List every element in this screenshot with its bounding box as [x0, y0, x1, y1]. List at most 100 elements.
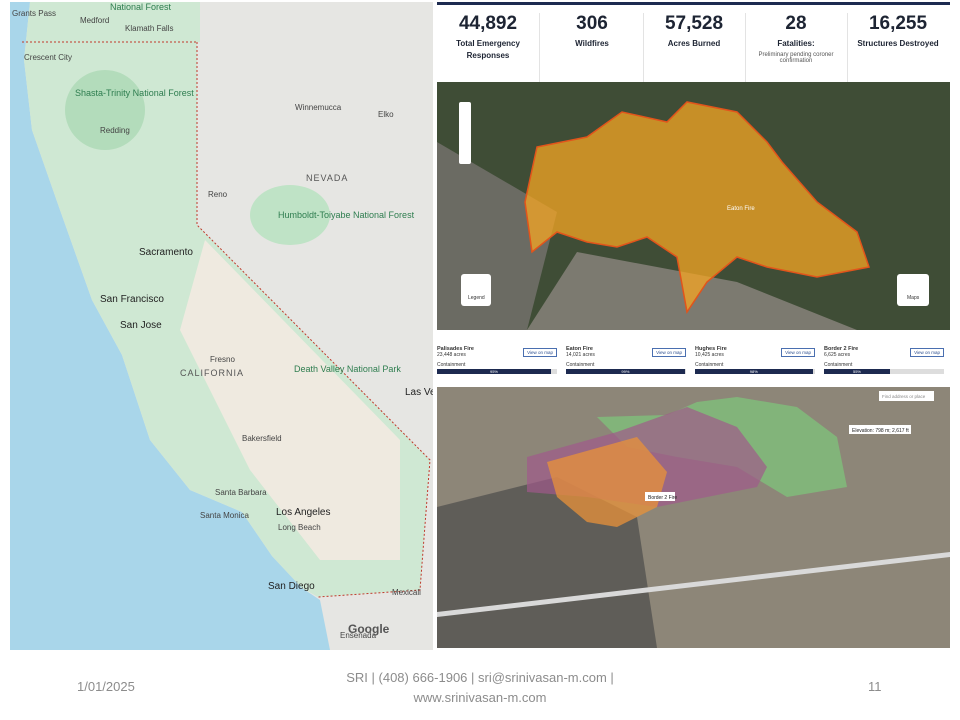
maps-button[interactable] [897, 274, 929, 306]
fire-perimeter [524, 101, 870, 314]
map-label: National Forest [110, 2, 172, 12]
map-label: Winnemucca [295, 103, 342, 112]
satellite-map: Eaton Fire Legend Maps [437, 82, 950, 330]
map-label: Grants Pass [12, 9, 56, 18]
containment-bar: 95% [437, 369, 551, 374]
terrain-map: Border 2 Fire Elevation: 798 m; 2,617 ft… [437, 387, 950, 648]
footer-page: 11 [868, 679, 882, 694]
fire-card: Palisades Fire 23,448 acres View on map Con… [437, 346, 557, 378]
map-label: Medford [80, 16, 109, 25]
fire-acres: 14,021 acres [566, 352, 595, 358]
containment-label: Containment [437, 362, 466, 368]
map-label: Sacramento [139, 247, 193, 258]
fire-card: Border 2 Fire 6,625 acres View on map Conta… [824, 346, 944, 378]
stat-value: 44,892 [458, 13, 518, 34]
view-button[interactable]: View on map [652, 348, 686, 357]
desert [180, 240, 400, 560]
elevation-label: Elevation: 798 m; 2,617 ft [852, 428, 909, 434]
stat-label: Fatalities: [777, 39, 815, 48]
stat-label: Total Emergency Responses [456, 39, 520, 60]
fire-name: Border 2 Fire [824, 346, 859, 352]
fire-label: Border 2 Fire [648, 495, 677, 501]
stat-label: Acres Burned [667, 39, 721, 48]
footer-date: 1/01/2025 [77, 679, 135, 694]
map-label: Ensenada [340, 631, 377, 640]
map-label: Death Valley National Park [294, 364, 401, 374]
map-label: CALIFORNIA [180, 368, 244, 378]
view-button[interactable]: View on map [523, 348, 557, 357]
stat-value: 28 [785, 13, 807, 34]
map-label: San Jose [120, 320, 162, 331]
fire-acres: 23,448 acres [437, 352, 466, 358]
fire-label: Eaton Fire [727, 206, 755, 212]
containment-track: 98% [695, 369, 815, 374]
map-label: Los Angeles [276, 507, 331, 518]
map-label: Santa Monica [200, 511, 249, 520]
fire-acres: 6,625 acres [824, 352, 851, 358]
fire-acres: 10,425 acres [695, 352, 724, 358]
stats-panel: 44,892 Total Emergency Responses 306 Wildf… [437, 2, 950, 83]
highway [437, 552, 950, 617]
map-logo: Google [348, 622, 390, 636]
containment-bar: 98% [695, 369, 813, 374]
stat-value: 57,528 [664, 13, 724, 34]
legend-button[interactable] [461, 274, 491, 306]
containment-label: Containment [695, 362, 724, 368]
fire-tag [645, 492, 675, 501]
search-placeholder: Find address or place [882, 394, 926, 399]
search-box[interactable] [879, 391, 934, 401]
map-label: Crescent City [24, 53, 72, 62]
fire-perimeter [547, 437, 667, 527]
maps-label: Maps [907, 295, 920, 301]
fire-cards: Palisades Fire 23,448 acres View on map Con… [437, 338, 950, 384]
map-label: Bakersfield [242, 434, 282, 443]
map-label: Reno [208, 190, 228, 199]
containment-bar: 99% [566, 369, 685, 374]
stat-note: Preliminary pending coroner confirmation [758, 52, 834, 64]
stat-label: Structures Destroyed [857, 39, 939, 48]
map-label: Humboldt-Toiyabe National Forest [278, 210, 415, 220]
legend-label: Legend [468, 295, 485, 301]
containment-track: 95% [437, 369, 557, 374]
map-label: Klamath Falls [125, 24, 173, 33]
fire-card: Hughes Fire 10,425 acres View on map Contai… [695, 346, 815, 378]
view-button[interactable]: View on map [781, 348, 815, 357]
forest [250, 185, 330, 245]
map-label: Redding [100, 126, 130, 135]
zoom-controls[interactable] [459, 102, 471, 164]
fire-name: Palisades Fire [437, 346, 474, 352]
fire-name: Eaton Fire [566, 346, 593, 352]
map-label: San Francisco [100, 294, 164, 305]
map-label: San Diego [268, 581, 315, 592]
stat: 16,255 Structures Destroyed [847, 13, 949, 83]
stat: 57,528 Acres Burned [643, 13, 746, 83]
containment-track: 55% [824, 369, 944, 374]
map-label: Fresno [210, 355, 235, 364]
containment-track: 99% [566, 369, 686, 374]
forest [65, 70, 145, 150]
map-label: Shasta-Trinity National Forest [75, 88, 194, 98]
stat-value: 16,255 [868, 13, 928, 34]
fire-name: Hughes Fire [695, 346, 727, 352]
map-label: Las Ve [405, 387, 433, 398]
map-label: Mexicali [392, 588, 421, 597]
stat-value: 306 [576, 13, 608, 34]
stat-label: Wildfires [575, 39, 609, 48]
view-button[interactable]: View on map [910, 348, 944, 357]
containment-bar: 55% [824, 369, 890, 374]
ocean [10, 2, 330, 650]
containment-label: Containment [824, 362, 853, 368]
elevation-tag [849, 425, 911, 434]
map-label: Long Beach [278, 523, 321, 532]
fire-card: Eaton Fire 14,021 acres View on map Contain… [566, 346, 686, 378]
map-label: NEVADA [306, 173, 348, 183]
stat: 306 Wildfires [541, 13, 644, 83]
stat: 28 Fatalities: Preliminary pending coroner… [745, 13, 848, 83]
map-label: Santa Barbara [215, 488, 267, 497]
containment-label: Containment [566, 362, 595, 368]
state-border [196, 42, 431, 598]
footer-contact: SRI | (408) 666-1906 | sri@srinivasan-m.… [346, 670, 614, 705]
map-label: Elko [378, 110, 394, 119]
stat: 44,892 Total Emergency Responses [437, 13, 540, 83]
